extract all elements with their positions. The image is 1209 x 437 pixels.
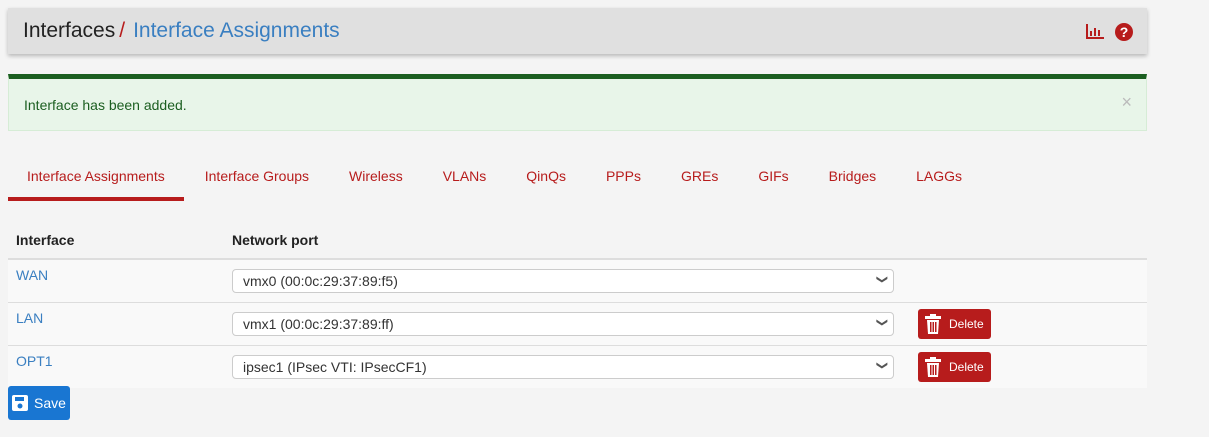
save-label: Save [34,395,66,411]
close-icon[interactable]: × [1121,92,1132,112]
chevron-down-icon: ❯ [875,274,888,285]
breadcrumb: Interfaces / Interface Assignments [23,19,340,43]
tab-vlans[interactable]: VLANs [442,168,487,184]
column-header-interface: Interface [8,222,224,260]
selected-port: vmx1 (00:0c:29:37:89:ff) [243,316,394,332]
delete-label: Delete [949,360,984,374]
network-port-select[interactable]: vmx1 (00:0c:29:37:89:ff) ❯ [232,312,894,336]
tab-wireless[interactable]: Wireless [349,168,403,184]
help-icon[interactable]: ? [1115,23,1133,41]
tab-bar: Interface Assignments Interface Groups W… [8,160,983,201]
tab-ppps[interactable]: PPPs [605,168,641,184]
alert-message: Interface has been added. [24,97,187,113]
delete-label: Delete [949,317,984,331]
network-port-select[interactable]: ipsec1 (IPsec VTI: IPsecCF1) ❯ [232,355,894,379]
tab-interface-assignments[interactable]: Interface Assignments [8,160,184,201]
page-header: Interfaces / Interface Assignments ? [8,8,1147,54]
success-alert: Interface has been added. × [8,74,1147,131]
save-button[interactable]: Save [8,386,70,420]
tab-qinqs[interactable]: QinQs [526,168,566,184]
selected-port: ipsec1 (IPsec VTI: IPsecCF1) [243,359,427,375]
delete-button[interactable]: Delete [918,309,991,339]
interface-link[interactable]: OPT1 [16,353,53,369]
tab-laggs[interactable]: LAGGs [916,168,963,184]
chevron-down-icon: ❯ [875,360,888,371]
tab-bridges[interactable]: Bridges [828,168,877,184]
breadcrumb-separator: / [119,19,126,42]
svg-text:?: ? [1120,24,1129,40]
trash-icon [925,357,941,377]
interface-link[interactable]: LAN [16,310,44,326]
interface-link[interactable]: WAN [16,267,49,283]
selected-port: vmx0 (00:0c:29:37:89:f5) [243,273,398,289]
assignments-table: Interface Network port WAN vmx0 (00:0c:29… [8,222,1147,388]
chevron-down-icon: ❯ [875,317,888,328]
breadcrumb-current[interactable]: Interface Assignments [133,19,340,42]
trash-icon [925,314,941,334]
table-row: WAN vmx0 (00:0c:29:37:89:f5) ❯ [8,258,1147,303]
tab-interface-groups[interactable]: Interface Groups [204,168,310,184]
table-row: OPT1 ipsec1 (IPsec VTI: IPsecCF1) ❯ Delet… [8,345,1147,388]
table-row: LAN vmx1 (00:0c:29:37:89:ff) ❯ Delete [8,302,1147,346]
tab-gifs[interactable]: GIFs [758,168,789,184]
chart-bar-icon[interactable] [1086,23,1104,39]
column-header-network-port: Network port [224,222,910,260]
save-icon [12,395,29,411]
network-port-select[interactable]: vmx0 (00:0c:29:37:89:f5) ❯ [232,269,894,293]
tab-gres[interactable]: GREs [680,168,719,184]
delete-button[interactable]: Delete [918,352,991,382]
breadcrumb-section[interactable]: Interfaces [23,19,116,42]
